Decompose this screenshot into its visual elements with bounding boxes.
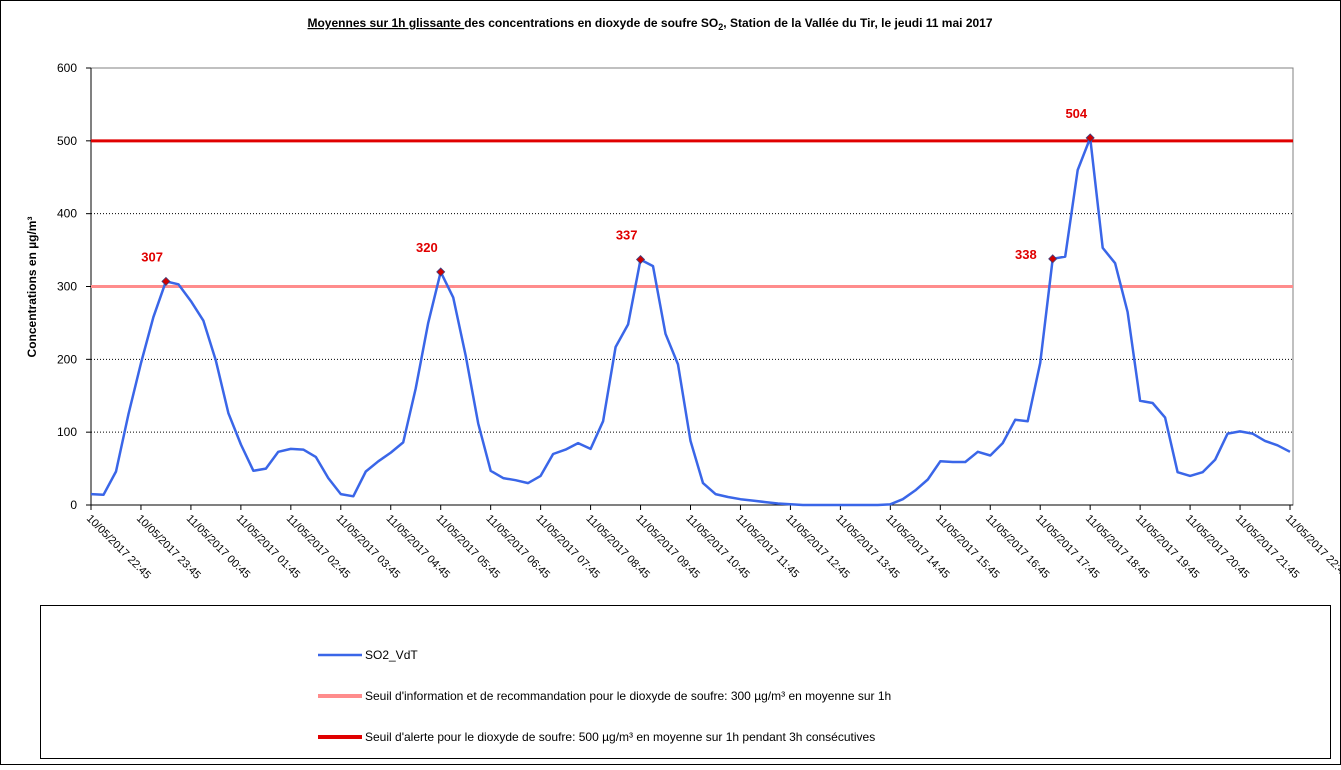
y-tick-label: 100 bbox=[57, 425, 77, 439]
data-marker bbox=[436, 267, 446, 277]
title-part: Moyennes sur 1h glissante bbox=[307, 16, 464, 30]
y-tick-label: 500 bbox=[57, 134, 77, 148]
legend-label: Seuil d'information et de recommandation… bbox=[365, 689, 891, 703]
title-part: 2 bbox=[718, 22, 723, 32]
legend-label: Seuil d'alerte pour le dioxyde de soufre… bbox=[365, 730, 875, 744]
y-tick-label: 400 bbox=[57, 207, 77, 221]
chart-title: Moyennes sur 1h glissante des concentrat… bbox=[307, 16, 992, 32]
data-label: 320 bbox=[416, 240, 438, 255]
data-label: 337 bbox=[616, 228, 638, 243]
data-label: 307 bbox=[141, 249, 163, 264]
y-tick-label: 200 bbox=[57, 352, 77, 366]
data-label: 504 bbox=[1065, 106, 1087, 121]
data-label: 338 bbox=[1015, 247, 1037, 262]
y-tick-label: 0 bbox=[70, 498, 77, 512]
y-axis-label: Concentrations en µg/m³ bbox=[25, 217, 39, 358]
title-part: , Station de la Vallée du Tir, le jeudi … bbox=[723, 16, 993, 30]
data-marker bbox=[1048, 254, 1058, 264]
data-marker bbox=[1085, 133, 1095, 143]
title-part: des concentrations en dioxyde de soufre … bbox=[464, 16, 718, 30]
data-marker bbox=[635, 254, 646, 265]
y-tick-label: 600 bbox=[57, 61, 77, 75]
legend-box bbox=[40, 605, 1331, 759]
data-marker bbox=[161, 276, 171, 286]
y-tick-label: 300 bbox=[57, 280, 77, 294]
legend-label: SO2_VdT bbox=[365, 648, 418, 662]
